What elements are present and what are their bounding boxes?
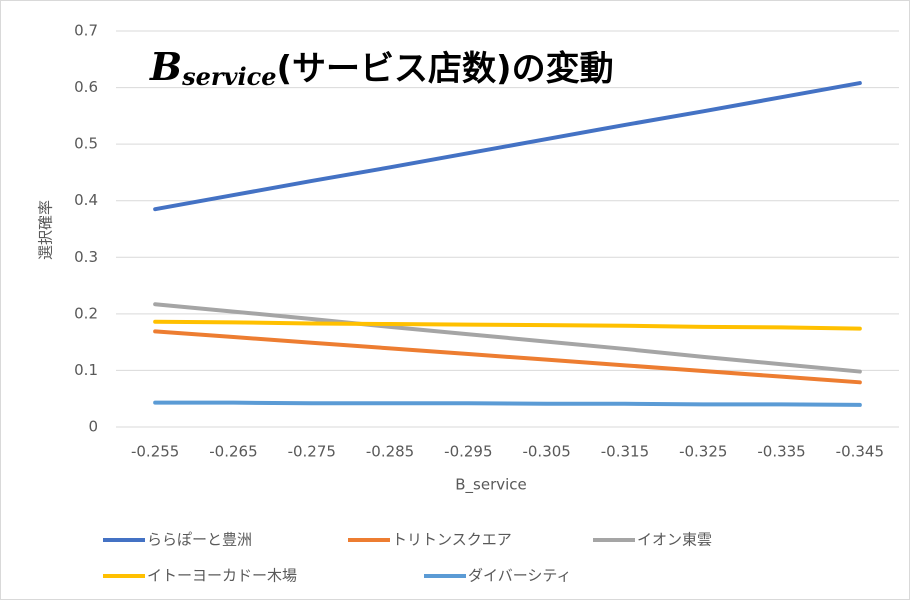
y-tick-label: 0.4 [74,191,98,209]
legend-label: ダイバーシティ [468,567,572,585]
x-axis-label: B_service [455,476,527,495]
series-line [153,329,862,385]
x-tick-label: -0.275 [288,443,336,461]
legend-label: イオン東雲 [637,531,712,549]
y-tick-label: 0.7 [74,22,98,40]
title-rest: (サービス店数)の変動 [277,49,614,89]
y-tick-label: 0.5 [74,135,98,153]
x-tick-label: -0.325 [679,443,727,461]
x-tick-label: -0.295 [444,443,492,461]
x-tick-label: -0.305 [522,443,570,461]
title-symbol: B [149,44,182,89]
series-line [153,302,862,374]
legend-label: イトーヨーカドー木場 [147,567,297,585]
chart-title: Bservice(サービス店数)の変動 [149,44,614,91]
y-tick-label: 0.6 [74,78,98,96]
y-tick-label: 0.3 [74,248,98,266]
x-tick-label: -0.255 [131,443,179,461]
series-line [153,81,862,212]
x-tick-label: -0.335 [757,443,805,461]
x-tick-label: -0.345 [836,443,884,461]
x-tick-label: -0.285 [366,443,414,461]
legend-label: トリトンスクエア [392,531,512,549]
series-line [153,319,862,331]
series-line [153,400,862,407]
x-tick-label: -0.315 [601,443,649,461]
legend-label: ららぽーと豊洲 [147,531,252,549]
y-axis-label: 選択確率 [37,200,55,260]
x-tick-label: -0.265 [209,443,257,461]
y-tick-label: 0 [88,418,98,436]
y-tick-label: 0.1 [74,361,98,379]
title-subscript: service [181,62,276,91]
y-tick-label: 0.2 [74,304,98,322]
